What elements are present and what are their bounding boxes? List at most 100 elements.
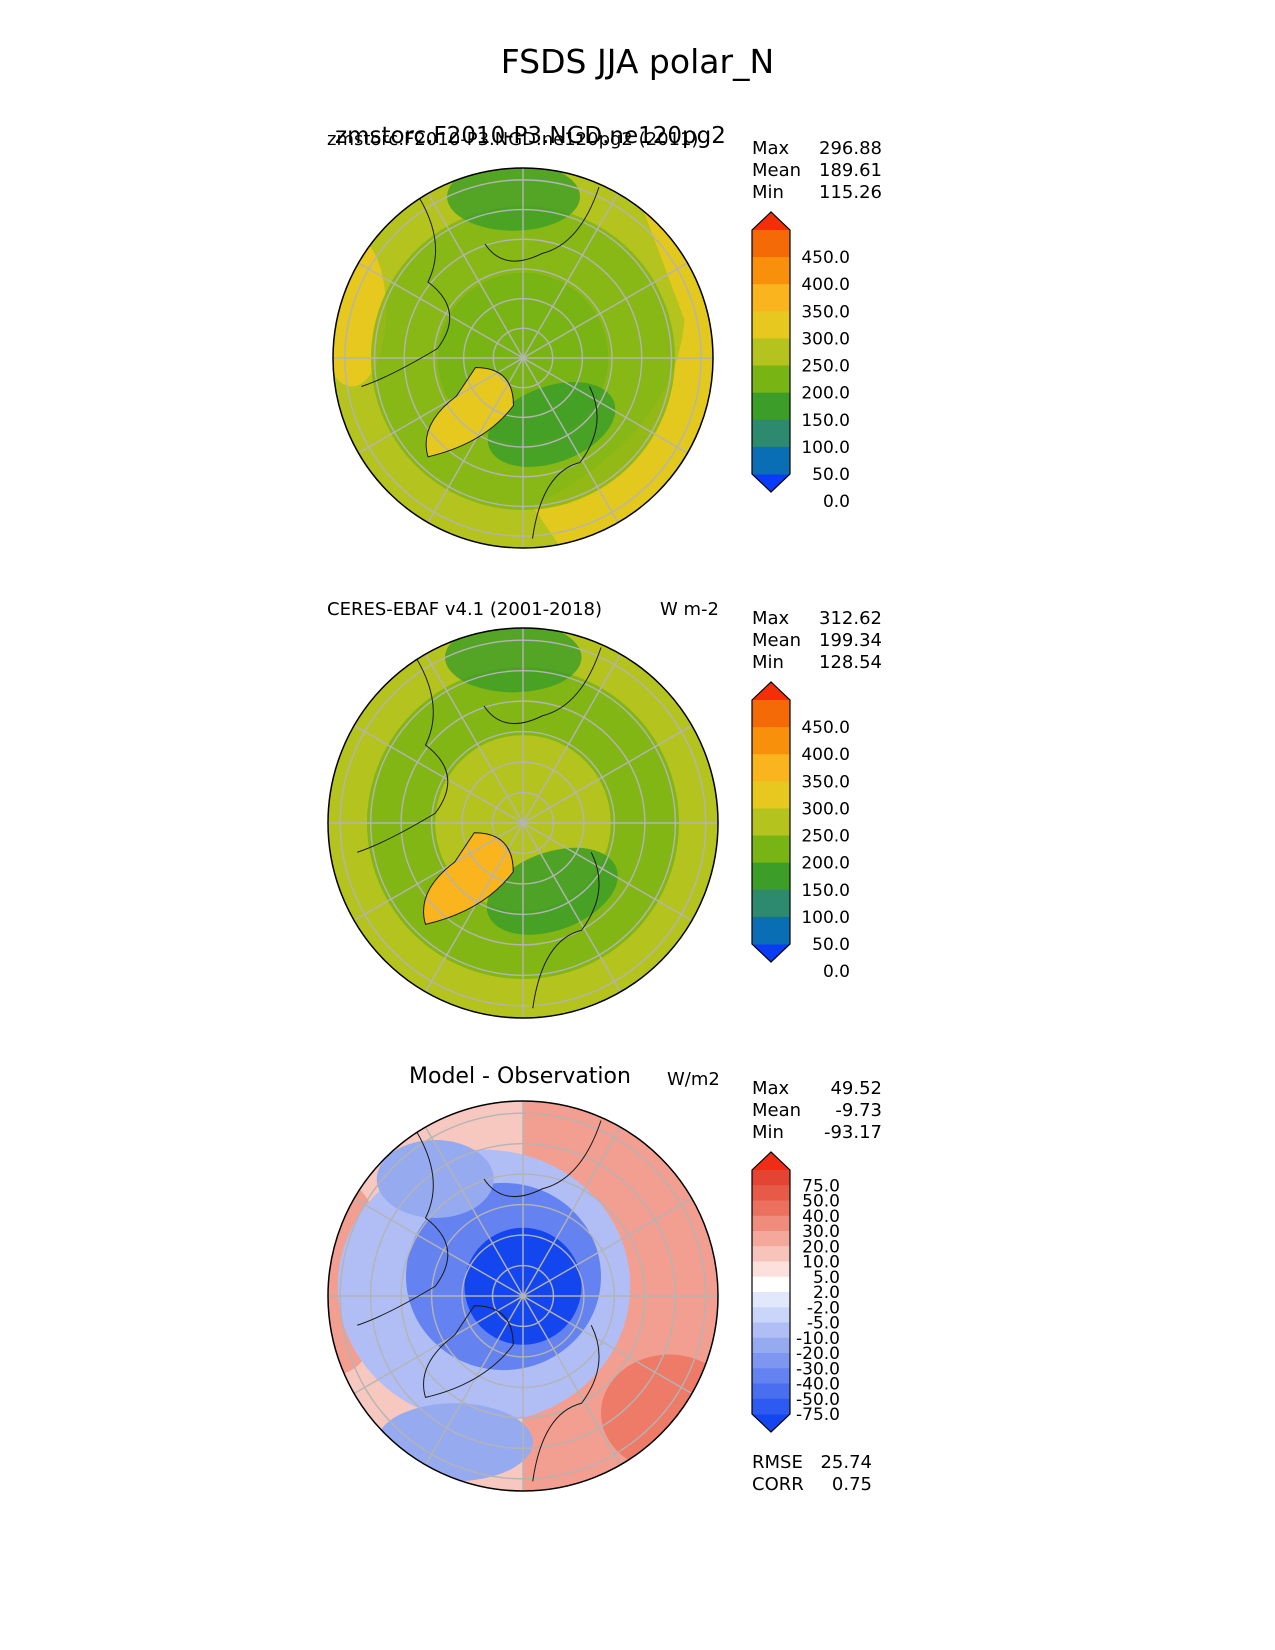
stat-label: CORR (752, 1474, 804, 1495)
coast-line (357, 656, 449, 853)
field-patch (445, 628, 582, 693)
colorbar-tick-label: 2.0 (813, 1283, 840, 1303)
stat-value: 49.52 (830, 1078, 882, 1099)
meridian-line (522, 1295, 693, 1395)
colorbar-tick-label: 250.0 (801, 357, 850, 377)
colorbar-extend-min (752, 1414, 790, 1432)
greenland-coast (423, 1305, 514, 1398)
stat-label: Min (752, 182, 784, 203)
stat-row: CORR 0.75 (752, 1474, 872, 1496)
colorbar-tick-label: 250.0 (801, 827, 850, 847)
stat-value: 296.88 (819, 138, 882, 159)
panel2-stats: Max 312.62 Mean 199.34 Min 128.54 (752, 608, 882, 674)
stat-row: Mean 199.34 (752, 630, 882, 652)
stat-value: 0.75 (831, 1474, 872, 1495)
stat-row: Max 49.52 (752, 1078, 882, 1100)
graticule (328, 628, 718, 1018)
meridian-line (522, 1295, 622, 1466)
colorbar-tick-label: 50.0 (802, 1192, 840, 1212)
stat-row: Min 115.26 (752, 182, 882, 204)
colorbar-segment (752, 1170, 790, 1186)
meridian-line (522, 262, 688, 359)
colorbar-tick-label: 150.0 (801, 881, 850, 901)
colorbar-segment (752, 338, 790, 367)
meridian-line (353, 1295, 524, 1395)
meridian-line (353, 1197, 524, 1297)
stat-value: 128.54 (819, 652, 882, 673)
meridian-line (522, 822, 693, 922)
colorbar-2: 450.0 400.0 350.0 300.0 250.0 200.0 150.0 100.0… (751, 681, 850, 982)
panel2-units: W m-2 (660, 599, 720, 620)
polar-map-3 (327, 1100, 719, 1492)
field-greenland (423, 832, 514, 925)
meridian-line (427, 357, 524, 523)
meridian-line (424, 1126, 524, 1297)
meridian-line (427, 193, 524, 359)
colorbar-segment (752, 835, 790, 864)
colorbar-segment (752, 808, 790, 837)
colorbar-extend-max (752, 682, 790, 700)
stat-row: Mean 189.61 (752, 160, 882, 182)
stat-value: -9.73 (835, 1100, 882, 1121)
colorbar-outline (751, 1151, 791, 1433)
field-patch (447, 168, 580, 231)
colorbar-tick-label: -10.0 (796, 1329, 840, 1349)
field-greenland (426, 367, 514, 457)
stat-value: 199.34 (819, 630, 882, 651)
coast-line (532, 1325, 600, 1482)
panel1-stats: Max 296.88 Mean 189.61 Min 115.26 (752, 138, 882, 204)
meridian-line (522, 1126, 622, 1297)
panel2-title: CERES-EBAF v4.1 (2001-2018) (327, 599, 603, 620)
colorbar-segment (752, 754, 790, 782)
colorbar-segment (752, 446, 790, 475)
colorbar-tick-label: 350.0 (801, 302, 850, 322)
colorbar-segment (752, 1231, 790, 1247)
colorbar-tick-label: 50.0 (812, 935, 850, 955)
colorbar-1: 450.0 400.0 350.0 300.0 250.0 200.0 150.0 100.0… (751, 211, 850, 512)
colorbar-tick-label: 300.0 (801, 329, 850, 349)
colorbar-segment (752, 1246, 790, 1262)
colorbar-segment (752, 1200, 790, 1217)
meridian-line (358, 357, 524, 454)
colorbar-segment (752, 419, 790, 448)
colorbar-segment (752, 1292, 790, 1308)
meridian-line (358, 262, 524, 359)
field-patch (486, 847, 618, 935)
panel3-footer-stats: RMSE 25.74 CORR 0.75 (752, 1452, 872, 1496)
coast-line (357, 1129, 449, 1326)
colorbar-tick-label: 450.0 (801, 718, 850, 738)
colorbar-tick-label: 200.0 (801, 384, 850, 404)
coast-line (532, 852, 600, 1009)
colorbar-segment (752, 284, 790, 312)
colorbar-tick-label: -20.0 (796, 1344, 840, 1364)
colorbar-tick-label: 40.0 (802, 1207, 840, 1227)
stat-label: Max (752, 1078, 790, 1099)
colorbar-tick-label: 400.0 (801, 275, 850, 295)
colorbar-outline (751, 211, 791, 493)
stat-value: -93.17 (823, 1122, 882, 1143)
colorbar-tick-label: -5.0 (807, 1314, 840, 1334)
field-patch (487, 382, 616, 467)
coastlines (361, 186, 600, 539)
stat-label: Mean (752, 630, 802, 651)
meridian-line (522, 193, 619, 359)
colorbar-segment (752, 862, 790, 891)
colorbar-tick-label: 50.0 (812, 465, 850, 485)
polar-map-2 (327, 627, 719, 1019)
colorbar-segment (752, 1383, 790, 1400)
colorbar-tick-label: 75.0 (802, 1176, 840, 1196)
colorbar-tick-label: 350.0 (801, 772, 850, 792)
colorbar-segment (752, 1185, 790, 1201)
panel1-title-left: zmstorc.F2010-P3.NGD.ne120pg2 (2011) (327, 129, 699, 150)
stat-label: Mean (752, 160, 802, 181)
colorbar-extend-min (752, 944, 790, 962)
map-boundary (327, 1100, 719, 1492)
colorbar-segment (752, 700, 790, 728)
colorbar-segment (752, 230, 790, 258)
coast-line (532, 386, 598, 539)
colorbar-tick-label: 100.0 (801, 438, 850, 458)
meridian-line (522, 1197, 693, 1297)
colorbar-outline (751, 681, 791, 963)
colorbar-extend-max (752, 1152, 790, 1170)
